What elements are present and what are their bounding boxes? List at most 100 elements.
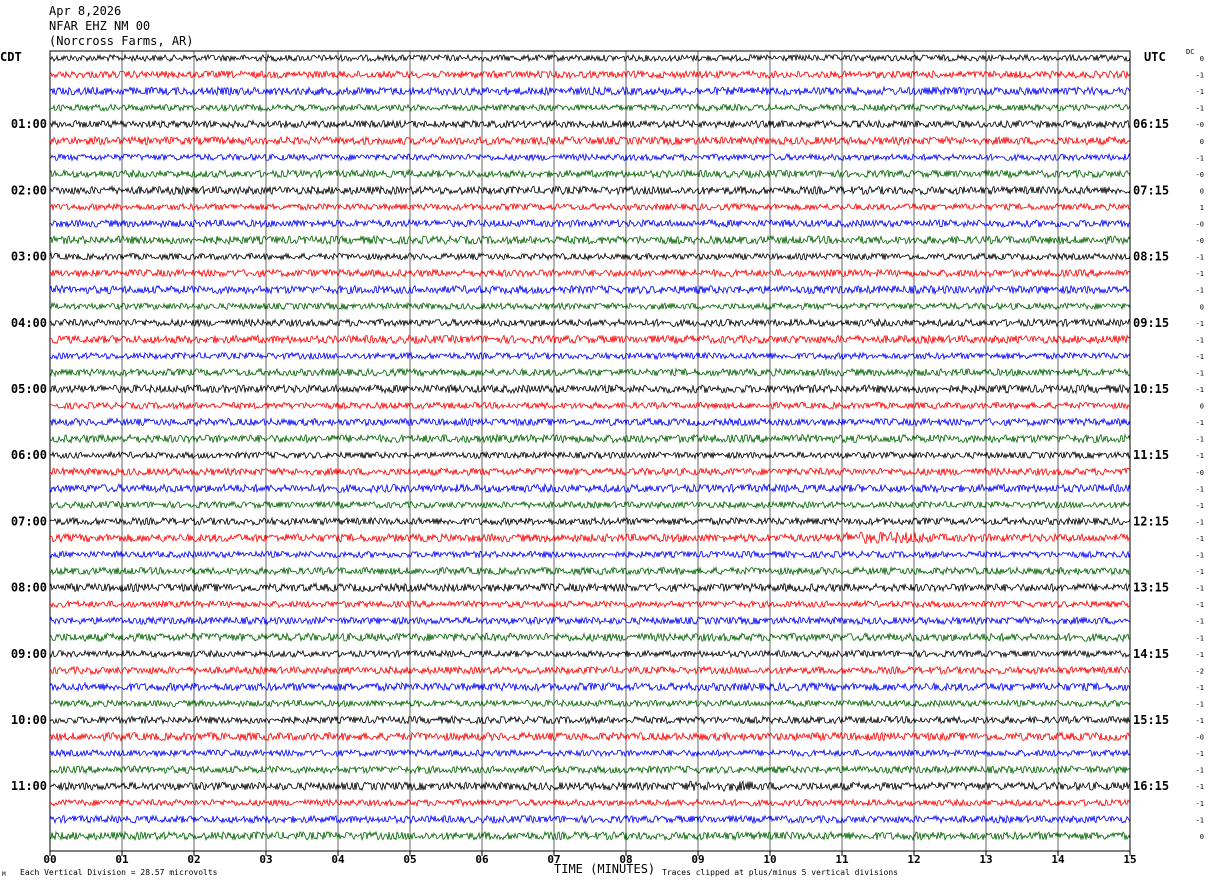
dc-offset-label: -0 [1196, 469, 1204, 477]
clip-note: Traces clipped at plus/minus 5 vertical … [662, 868, 899, 877]
seismic-trace [49, 814, 1131, 825]
dc-offset-label: 0 [1200, 403, 1204, 411]
x-tick-label: 07 [547, 853, 560, 866]
seismic-trace [49, 102, 1131, 113]
seismic-trace [49, 168, 1131, 179]
dc-offset-label: -1 [1196, 651, 1204, 659]
seismic-trace [49, 383, 1131, 395]
right-time-label: 13:15 [1133, 581, 1169, 595]
seismic-trace [49, 714, 1131, 726]
seismic-trace [49, 234, 1131, 246]
x-tick-label: 10 [763, 853, 776, 866]
dc-label: DC [1186, 48, 1195, 56]
dc-offset-label: -1 [1196, 634, 1204, 642]
seismic-trace [49, 69, 1131, 80]
dc-offset-label: -1 [1196, 353, 1204, 361]
seismic-trace [49, 119, 1131, 130]
right-time-label: 11:15 [1133, 448, 1169, 462]
dc-offset-label: -1 [1196, 535, 1204, 543]
seismic-trace [49, 450, 1131, 460]
dc-offset-label: -1 [1196, 386, 1204, 394]
x-tick-label: 13 [979, 853, 992, 866]
left-time-label: 03:00 [11, 250, 47, 264]
seismic-trace [49, 202, 1131, 212]
dc-offset-label: -1 [1196, 700, 1204, 708]
x-tick-label: 00 [43, 853, 56, 866]
seismic-trace [49, 85, 1131, 97]
dc-offset-label: 0 [1200, 187, 1204, 195]
seismic-trace [49, 152, 1131, 162]
seismic-trace [49, 681, 1131, 693]
left-time-label: 11:00 [11, 779, 47, 793]
right-time-label: 12:15 [1133, 514, 1169, 528]
dc-offset-label: -1 [1196, 601, 1204, 609]
x-tick-label: 06 [475, 853, 489, 866]
seismic-trace [49, 251, 1131, 262]
x-tick-label: 14 [1051, 853, 1065, 866]
seismic-trace [49, 466, 1131, 477]
dc-offset-label: -1 [1196, 254, 1204, 262]
x-tick-label: 04 [331, 853, 345, 866]
dc-offset-label: -1 [1196, 287, 1204, 295]
x-tick-label: 09 [691, 853, 704, 866]
station-label: NFAR EHZ NM 00 [49, 19, 151, 33]
dc-offset-label: -1 [1196, 800, 1204, 808]
dc-offset-label: -0 [1196, 221, 1204, 229]
right-time-label: 10:15 [1133, 382, 1169, 396]
seismic-trace [49, 764, 1131, 775]
seismic-trace [49, 367, 1131, 378]
dc-offset-label: -0 [1196, 237, 1204, 245]
dc-offset-label: -1 [1196, 684, 1204, 692]
seismic-trace [49, 631, 1131, 643]
seismic-trace [49, 433, 1131, 445]
plot-frame [49, 50, 1131, 852]
dc-offset-label: -1 [1196, 568, 1204, 576]
seismic-trace [49, 482, 1131, 494]
dc-offset-label: -2 [1196, 667, 1204, 675]
seismic-trace [49, 333, 1131, 345]
date-label: Apr 8,2026 [49, 4, 122, 18]
seismic-trace [49, 549, 1131, 560]
dc-offset-label: -1 [1196, 88, 1204, 96]
seismic-trace [49, 731, 1131, 743]
seismic-trace [49, 417, 1131, 428]
x-tick-label: 05 [403, 853, 416, 866]
seismic-trace [49, 218, 1131, 229]
dc-offset-label: -1 [1196, 518, 1204, 526]
seismic-trace [49, 500, 1131, 510]
seismic-trace [49, 351, 1131, 361]
seismic-trace [49, 531, 1131, 545]
seismic-trace [49, 615, 1131, 626]
dc-offset-label: -1 [1196, 436, 1204, 444]
dc-offset-label: -1 [1196, 552, 1204, 560]
right-time-label: 16:15 [1133, 779, 1169, 793]
right-time-label: 14:15 [1133, 647, 1169, 661]
seismic-trace [49, 317, 1131, 328]
dc-offset-label: -0 [1196, 121, 1204, 129]
dc-offset-label: -0 [1196, 734, 1204, 742]
right-time-label: 06:15 [1133, 117, 1169, 131]
x-tick-label: 02 [187, 853, 200, 866]
dc-offset-label: -1 [1196, 816, 1204, 824]
location-label: (Norcross Farms, AR) [49, 34, 194, 48]
left-zone-label: CDT [0, 50, 22, 64]
dc-offset-label: -1 [1196, 750, 1204, 758]
dc-offset-label: -1 [1196, 585, 1204, 593]
right-time-label: 09:15 [1133, 316, 1169, 330]
right-zone-label: UTC [1144, 50, 1166, 64]
x-tick-label: 15 [1123, 853, 1136, 866]
seismic-trace [49, 400, 1131, 411]
left-time-label: 02:00 [11, 183, 47, 197]
dc-offset-label: -0 [1196, 171, 1204, 179]
seismic-trace [49, 748, 1131, 758]
x-tick-label: 12 [907, 853, 920, 866]
chart-header: Apr 8,2026 NFAR EHZ NM 00 (Norcross Farm… [49, 4, 194, 49]
dc-offset-label: -1 [1196, 502, 1204, 510]
seismic-trace [49, 53, 1131, 63]
footer-mark: M [2, 871, 6, 878]
left-time-label: 04:00 [11, 316, 47, 330]
seismic-trace [49, 649, 1131, 659]
left-time-label: 07:00 [11, 514, 47, 528]
dc-offset-label: 0 [1200, 833, 1204, 841]
